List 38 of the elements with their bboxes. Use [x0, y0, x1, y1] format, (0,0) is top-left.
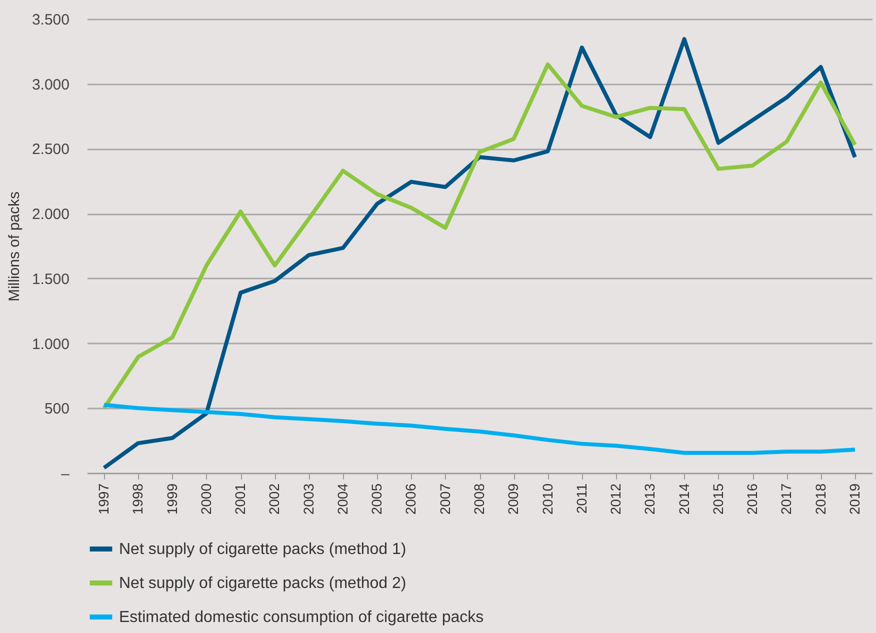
x-tick-label: 2002	[266, 483, 282, 515]
x-tick-label: 1999	[164, 483, 180, 515]
x-tick-label: 2009	[505, 483, 522, 515]
x-tick-label: 2014	[676, 483, 692, 515]
x-tick-label: 2008	[471, 483, 487, 515]
x-tick-label: 2017	[778, 483, 794, 515]
x-tick-label: 2012	[608, 483, 624, 515]
line-series	[102, 402, 857, 455]
x-tick-label: 2013	[642, 483, 658, 515]
x-tick-label: 2015	[710, 483, 726, 515]
legend-label: Net supply of cigarette packs (method 1)	[119, 541, 406, 558]
x-tick-label: 2010	[539, 483, 556, 515]
y-tick-label: 1.000	[32, 336, 70, 353]
x-tick-label: 2001	[232, 483, 248, 515]
legend-label: Estimated domestic consumption of cigarette packs	[119, 609, 484, 626]
y-tick-label: 500	[44, 400, 70, 418]
legend-label: Net supply of cigarette packs (method 2)	[119, 575, 406, 592]
y-tick-label: 2.500	[32, 141, 70, 158]
y-tick-label: 1.500	[32, 270, 70, 288]
y-tick-label: –	[61, 466, 70, 482]
x-tick-label: 2006	[402, 483, 419, 515]
line-series	[102, 62, 857, 410]
x-tick-label: 1998	[130, 483, 146, 515]
x-tick-label: 2007	[436, 483, 453, 515]
line-series	[102, 37, 857, 470]
x-tick-label: 2011	[573, 483, 590, 514]
x-tick-label: 2000	[198, 483, 214, 515]
x-tick-label: 2003	[300, 483, 316, 515]
y-tick-label: 3.000	[32, 76, 70, 94]
x-tick-label: 2016	[744, 483, 760, 515]
y-tick-label: 3.500	[32, 12, 70, 28]
x-tick-label: 2018	[812, 483, 828, 515]
x-tick-label: 2005	[368, 483, 385, 515]
x-tick-label: 1997	[96, 483, 112, 515]
x-tick-label: 2019	[846, 483, 862, 515]
y-tick-label: 2.000	[32, 206, 70, 224]
x-tick-label: 2004	[334, 483, 350, 515]
y-axis-title: Millions of packs	[6, 191, 23, 302]
